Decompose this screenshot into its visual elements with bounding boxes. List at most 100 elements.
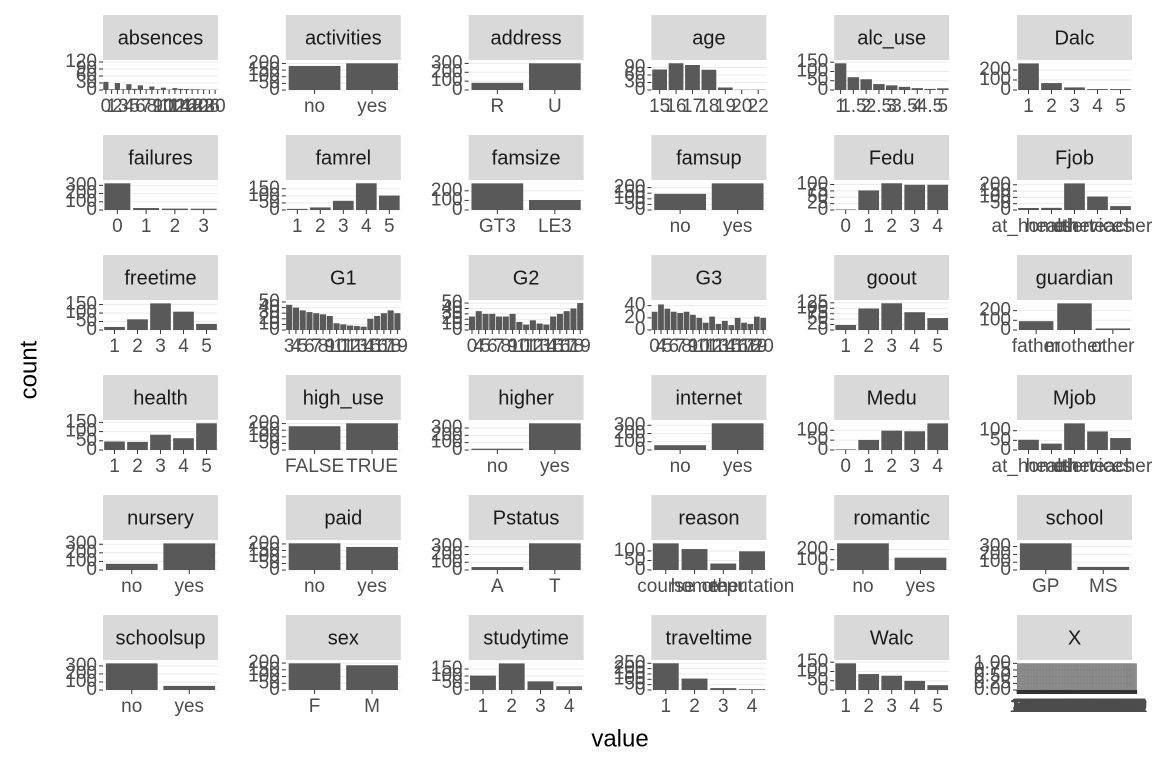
bar (894, 557, 947, 570)
y-tick-label: 0 (635, 679, 646, 700)
x-tick-label: reputation (710, 576, 795, 597)
x-tick-label: 305 (1093, 696, 1125, 717)
x-tick-label: 293 (1089, 696, 1121, 717)
strip (1017, 375, 1132, 420)
x-tick-label: 132 (1041, 696, 1073, 717)
x-tick-label: 135 (1042, 696, 1074, 717)
x-tick-label: 14 (353, 336, 375, 357)
x-tick-label: 104 (1032, 696, 1064, 717)
bar (543, 324, 550, 330)
x-tick-label: 245 (1075, 696, 1107, 717)
x-tick-label: 321 (1098, 696, 1130, 717)
x-tick-label: 261 (1080, 696, 1112, 717)
bar (556, 313, 563, 330)
x-tick-label: 360 (1109, 696, 1141, 717)
x-tick-label: 373 (1113, 696, 1145, 717)
x-tick-label: 5 (129, 96, 140, 117)
x-tick-label: 353 (1107, 696, 1139, 717)
y-tick-label: 150 (248, 178, 280, 199)
y-tick-label: 0 (635, 199, 646, 220)
x-tick-label: 18 (563, 336, 584, 357)
strip (1017, 615, 1132, 660)
x-tick-label: 311 (1095, 696, 1125, 717)
x-tick-label: 144 (1044, 696, 1076, 717)
bar (1057, 303, 1092, 330)
x-tick-label: 48 (1021, 696, 1042, 717)
x-tick-label: 76 (1029, 696, 1050, 717)
bar (1018, 439, 1039, 450)
panel-title: guardian (1036, 267, 1114, 289)
x-tick-label: 7 (675, 336, 686, 357)
bar (881, 183, 903, 210)
x-tick-label: 268 (1082, 696, 1114, 717)
bar (286, 304, 293, 330)
x-tick-label: 44 (1020, 696, 1042, 717)
y-tick-label: 100 (796, 60, 828, 81)
x-tick-label: 70 (1027, 696, 1048, 717)
bar (717, 87, 733, 90)
x-tick-label: 2 (132, 456, 143, 477)
bar (1077, 566, 1130, 570)
bar (651, 311, 658, 330)
x-tick-label: 11 (696, 336, 716, 357)
x-tick-label: 2 (886, 216, 897, 237)
x-tick-label: F (309, 696, 321, 717)
x-tick-label: 131 (1040, 696, 1072, 717)
x-tick-label: 0 (649, 336, 660, 357)
x-tick-label: 189 (1058, 696, 1090, 717)
x-tick-label: A (491, 576, 504, 597)
x-tick-label: 265 (1081, 696, 1113, 717)
y-tick-label: 60 (76, 65, 97, 86)
y-tick-label: 30 (259, 302, 280, 323)
x-tick-label: other (1053, 216, 1097, 237)
x-tick-label: 18 (380, 336, 401, 357)
x-tick-label: 10 (326, 336, 347, 357)
x-tick-label: 12 (522, 336, 543, 357)
x-tick-label: 1 (106, 96, 117, 117)
panel-title: Medu (867, 387, 917, 409)
bar (690, 314, 696, 330)
y-tick-label: 40 (259, 297, 280, 318)
bar (502, 316, 509, 330)
x-tick-label: 3 (1012, 696, 1023, 717)
bar (658, 304, 664, 330)
x-tick-label: 191 (1058, 696, 1090, 717)
y-tick-label: 100 (796, 297, 828, 318)
y-tick-label: 25 (807, 193, 828, 214)
x-tick-label: 4 (473, 336, 484, 357)
x-tick-label: 369 (1112, 696, 1144, 717)
x-tick-label: 100 (1031, 696, 1063, 717)
x-tick-label: 117 (1037, 696, 1067, 717)
y-tick-label: 100 (248, 666, 280, 687)
bar (739, 551, 765, 570)
x-tick-label: 4 (564, 696, 575, 717)
y-tick-label: 0 (1000, 439, 1011, 460)
x-tick-label: 110 (1035, 696, 1065, 717)
y-tick-label: 0 (452, 79, 463, 100)
x-tick-label: 264 (1080, 696, 1112, 717)
x-tick-label: 153 (1047, 696, 1079, 717)
bar (313, 313, 320, 330)
x-tick-label: 61 (1025, 696, 1046, 717)
panel-title: higher (498, 387, 554, 409)
x-tick-label: 229 (1070, 696, 1102, 717)
strip (468, 15, 584, 60)
bar (137, 85, 143, 90)
x-tick-label: 339 (1103, 696, 1135, 717)
x-tick-label: 252 (1077, 696, 1109, 717)
bar (374, 316, 381, 330)
x-tick-label: 92 (1034, 696, 1055, 717)
x-tick-label: 202 (1062, 696, 1094, 717)
bar (340, 324, 347, 330)
bar (1087, 431, 1108, 450)
strip (834, 495, 950, 540)
x-tick-label: 227 (1069, 696, 1101, 717)
bar (860, 79, 872, 90)
bar (1087, 196, 1108, 210)
y-tick-label: 150 (248, 539, 280, 560)
x-tick-label: 3 (284, 336, 295, 357)
bar (1064, 87, 1085, 90)
x-tick-label: 239 (1073, 696, 1105, 717)
x-tick-label: 9 (152, 96, 163, 117)
x-tick-label: 349 (1106, 696, 1138, 717)
